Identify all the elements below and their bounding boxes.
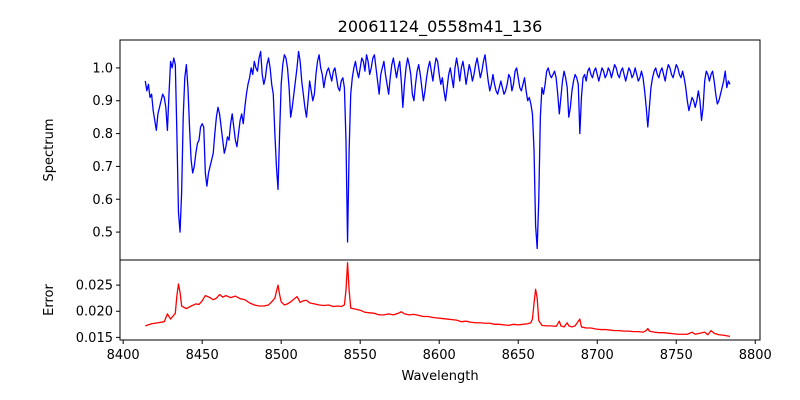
spectrum-y-ticks: 0.5 0.6 0.7 0.8 0.9 1.0 <box>92 61 120 241</box>
x-tick-label: 8750 <box>660 348 693 363</box>
spectrum-series-line <box>144 50 731 250</box>
error-series-line <box>145 261 731 337</box>
spectrum-y-tick-label: 1.0 <box>92 61 113 76</box>
spectrum-y-tick-label: 0.5 <box>92 226 113 241</box>
x-tick-label: 8650 <box>502 348 535 363</box>
error-plot-area <box>145 261 731 337</box>
error-y-tick-label: 0.020 <box>76 305 113 320</box>
spectrum-plot-area <box>144 50 731 250</box>
error-axes-frame <box>119 259 761 341</box>
spectrum-y-tick-label: 0.8 <box>92 127 113 142</box>
error-axis-ticks: 0.015 0.020 0.025 8400 8450 8500 8550 8600 8650 8… <box>76 279 772 363</box>
chart-title: 20061124_0558m41_136 <box>338 17 543 37</box>
error-panel: Error Wavelength 0.015 0.020 0.025 8400 8450… <box>42 259 772 384</box>
spectrum-y-tick-label: 0.6 <box>92 193 113 208</box>
spectrum-y-tick-label: 0.9 <box>92 94 113 109</box>
error-y-tick-label: 0.015 <box>76 331 113 346</box>
x-tick-label: 8700 <box>581 348 614 363</box>
x-axis-label: Wavelength <box>401 369 478 384</box>
error-y-tick-label: 0.025 <box>76 279 113 294</box>
x-tick-label: 8600 <box>423 348 456 363</box>
spectrum-y-tick-label: 0.7 <box>92 160 113 175</box>
x-tick-label: 8550 <box>344 348 377 363</box>
spectrum-y-axis-label: Spectrum <box>42 119 57 182</box>
x-tick-label: 8500 <box>265 348 298 363</box>
x-tick-label: 8400 <box>107 348 140 363</box>
x-tick-label: 8800 <box>739 348 772 363</box>
x-tick-label: 8450 <box>186 348 219 363</box>
error-y-axis-label: Error <box>42 284 57 316</box>
